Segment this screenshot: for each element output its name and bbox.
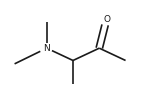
Text: O: O bbox=[103, 15, 110, 24]
Text: N: N bbox=[43, 44, 50, 53]
